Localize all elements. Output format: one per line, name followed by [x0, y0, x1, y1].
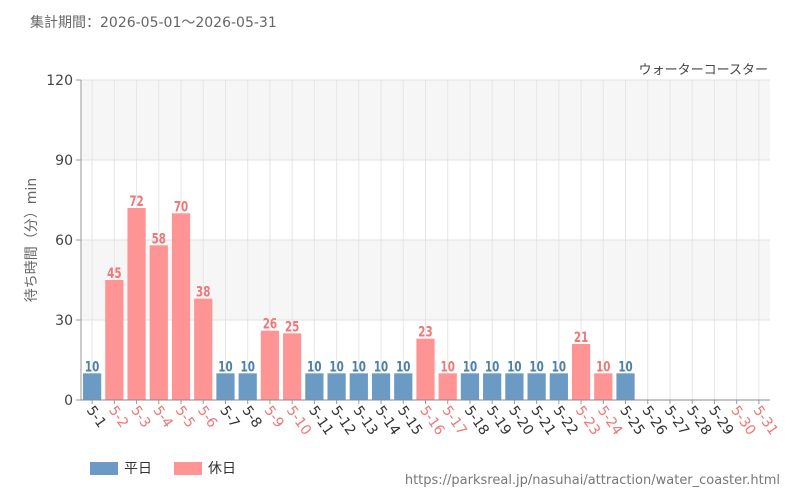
- data-label-5-7: 10: [218, 359, 232, 375]
- bar-series: [83, 208, 635, 400]
- x-tick-label-5-2: 5-2: [105, 403, 131, 431]
- data-label-5-13: 10: [352, 359, 366, 375]
- data-label-5-22: 10: [552, 359, 566, 375]
- x-tick-label-5-9: 5-9: [261, 403, 287, 431]
- data-label-5-17: 10: [441, 359, 455, 375]
- legend-label-holiday: 休日: [208, 461, 236, 477]
- y-tick-label: 120: [46, 73, 73, 89]
- x-tick-label-5-1: 5-1: [83, 403, 109, 431]
- legend-item-weekday: 平日: [90, 458, 152, 478]
- y-axis-label: 待ち時間（分）min: [24, 178, 40, 302]
- data-label-5-2: 45: [107, 266, 121, 282]
- bar-5-16: [416, 338, 435, 400]
- y-tick-labels: 0 30 60 90 120: [46, 73, 81, 409]
- legend-swatch-weekday: [90, 461, 118, 475]
- bar-5-24: [594, 373, 613, 400]
- x-tick-labels: 5-15-25-35-45-55-65-75-85-95-105-115-125…: [83, 400, 781, 438]
- bar-5-12: [327, 373, 346, 400]
- data-label-5-3: 72: [129, 194, 143, 210]
- bar-5-23: [571, 344, 591, 400]
- data-label-5-16: 23: [418, 325, 432, 341]
- period-label: 集計期間：: [30, 15, 100, 31]
- bar-5-21: [527, 373, 546, 400]
- bar-5-7: [216, 373, 235, 400]
- data-label-5-4: 58: [152, 231, 166, 247]
- x-tick-label-5-3: 5-3: [127, 403, 153, 431]
- legend: 平日 休日: [90, 458, 236, 478]
- legend-item-holiday: 休日: [174, 458, 236, 478]
- x-tick-label-5-4: 5-4: [150, 403, 176, 431]
- bar-5-6: [194, 298, 213, 400]
- bar-5-18: [460, 373, 480, 400]
- bar-5-20: [505, 373, 524, 400]
- x-tick-label-5-31: 5-31: [750, 403, 781, 438]
- data-label-5-23: 21: [574, 330, 588, 346]
- data-labels: 10 45 72 58 70 38 10 10 26 25 10 10 10 10 10 23 10 10 10 10…: [85, 194, 633, 376]
- data-label-5-24: 10: [596, 359, 610, 375]
- data-label-5-9: 26: [263, 317, 277, 333]
- bar-5-9: [260, 330, 280, 400]
- source-url: https://parksreal.jp/nasuhai/attraction/…: [404, 473, 780, 488]
- data-label-5-11: 10: [307, 359, 321, 375]
- bar-5-10: [283, 333, 302, 400]
- bar-5-2: [105, 280, 124, 400]
- legend-swatch-holiday: [174, 461, 202, 475]
- data-label-5-20: 10: [507, 359, 521, 375]
- bar-5-19: [483, 373, 502, 400]
- period-range: 2026-05-01～2026-05-31: [100, 15, 277, 31]
- bar-5-8: [238, 373, 257, 400]
- bar-5-5: [171, 213, 191, 400]
- x-tick-label-5-6: 5-6: [194, 403, 220, 431]
- data-label-5-14: 10: [374, 359, 388, 375]
- data-label-5-21: 10: [529, 359, 543, 375]
- x-tick-label-5-8: 5-8: [238, 403, 264, 431]
- data-label-5-10: 25: [285, 319, 299, 335]
- data-label-5-5: 70: [174, 199, 188, 215]
- bar-5-25: [616, 373, 635, 400]
- bar-5-22: [549, 373, 568, 400]
- data-label-5-8: 10: [241, 359, 255, 375]
- data-label-5-15: 10: [396, 359, 410, 375]
- y-tick-label: 90: [55, 153, 73, 169]
- bar-5-11: [305, 373, 324, 400]
- bar-5-4: [149, 245, 168, 400]
- bar-5-17: [438, 373, 457, 400]
- chart-title: ウォーターコースター: [639, 63, 768, 78]
- data-label-5-25: 10: [618, 359, 632, 375]
- period-header: 集計期間：2026-05-01～2026-05-31: [30, 12, 277, 32]
- bar-5-1: [83, 373, 102, 400]
- bar-5-15: [394, 373, 413, 400]
- x-tick-label-5-5: 5-5: [172, 403, 198, 431]
- bar-5-14: [371, 373, 391, 400]
- data-label-5-1: 10: [85, 359, 99, 375]
- data-label-5-19: 10: [485, 359, 499, 375]
- y-tick-label: 60: [55, 233, 73, 249]
- data-label-5-12: 10: [329, 359, 343, 375]
- data-label-5-18: 10: [463, 359, 477, 375]
- bar-5-3: [127, 208, 146, 400]
- x-tick-label-5-7: 5-7: [216, 403, 242, 431]
- legend-label-weekday: 平日: [124, 461, 152, 477]
- data-label-5-6: 38: [196, 285, 210, 301]
- bar-5-13: [349, 373, 368, 400]
- y-tick-label: 0: [64, 393, 73, 409]
- y-tick-label: 30: [55, 313, 73, 329]
